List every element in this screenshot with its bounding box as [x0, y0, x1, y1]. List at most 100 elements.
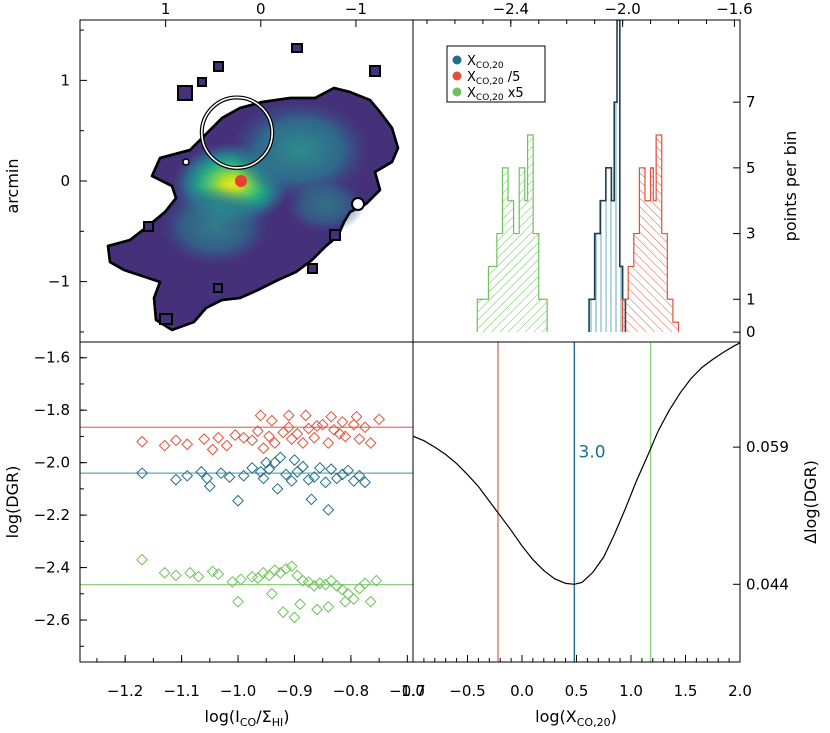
scatter-point — [333, 427, 346, 440]
emission-map-contour — [106, 86, 400, 332]
hist-bar — [628, 266, 634, 333]
map-island — [197, 77, 207, 87]
scatter-point — [215, 467, 228, 480]
curve-ylabel: Δlog(DGR) — [801, 460, 820, 544]
scatter-point — [353, 433, 366, 445]
scatter-point — [302, 576, 315, 588]
scatter-point — [257, 566, 270, 579]
scatter-point — [268, 437, 281, 449]
scatter-point — [271, 482, 284, 495]
map-island — [213, 283, 223, 293]
hist-right-tick-label: 3 — [746, 225, 756, 243]
scatter-point — [347, 475, 360, 487]
curve-xtick-label: −0.5 — [449, 682, 485, 700]
scatter-point — [350, 410, 363, 423]
hist-series-x5 — [476, 134, 548, 333]
scatter-point — [268, 564, 281, 577]
scatter-point — [319, 578, 332, 591]
scatter-point — [325, 410, 338, 423]
scatter-point — [373, 413, 386, 426]
scatter-point — [291, 465, 304, 478]
axis-ticks — [80, 20, 741, 662]
scatter-point — [299, 409, 312, 422]
scatter-point — [260, 456, 273, 469]
hist-bar — [611, 200, 615, 333]
emission-tertiary-region — [160, 186, 270, 266]
hist-bar — [488, 266, 497, 333]
map-top-tick-label: −1 — [345, 0, 367, 18]
scatter-point — [336, 416, 349, 428]
scatter-point — [291, 427, 304, 440]
hist-bar — [527, 135, 534, 333]
hist-bar — [589, 299, 595, 333]
scatter-point — [246, 434, 259, 447]
scatter-point — [322, 503, 335, 516]
map-island — [159, 313, 173, 325]
scatter-point — [285, 475, 298, 487]
scatter-point — [181, 469, 194, 482]
scatter-point — [308, 580, 321, 592]
hist-bar — [644, 200, 651, 333]
scatter-ylabel: log(DGR) — [3, 466, 22, 539]
hist-right-tick-label: 5 — [746, 159, 756, 177]
scatter-point — [198, 433, 211, 445]
scatter-point — [257, 442, 270, 455]
map-island — [329, 229, 341, 241]
scatter-point — [265, 414, 278, 427]
scatter-point — [297, 437, 309, 449]
hist-bar — [502, 167, 509, 333]
scatter-point — [136, 553, 148, 566]
scatter-ytick-label: −2.4 — [34, 559, 70, 577]
scatter-point — [232, 494, 244, 507]
scatter-point — [336, 583, 349, 596]
scatter-point — [229, 429, 242, 442]
hist-bar — [605, 167, 612, 333]
scatter-ytick-label: −1.6 — [34, 349, 70, 367]
scatter-point — [257, 472, 270, 485]
scatter-point — [336, 468, 349, 481]
scatter-ytick-label: −2.2 — [34, 506, 70, 524]
map-hole — [182, 158, 190, 166]
hist-bar — [656, 135, 662, 333]
scatter-point — [322, 601, 335, 613]
map-top-tick-label: 1 — [161, 0, 171, 18]
hist-series-base — [588, 20, 627, 333]
scatter-point — [206, 565, 219, 578]
aperture-circle — [199, 95, 275, 170]
hist-ylabel: points per bin — [781, 131, 800, 242]
scatter-point — [308, 431, 321, 444]
hist-top-tick-label: −1.6 — [716, 0, 752, 18]
scatter-point — [263, 430, 275, 443]
hist-right-tick-label: 0 — [746, 323, 756, 341]
hist-bar — [508, 200, 514, 333]
hist-outline — [622, 134, 680, 333]
scatter-point — [136, 435, 148, 448]
map-island — [307, 263, 318, 274]
aperture-circle-inner — [200, 96, 274, 169]
scatter-point — [277, 426, 290, 439]
map-ytick-label: 1 — [60, 71, 70, 89]
legend-marker — [452, 71, 462, 81]
scatter-point — [364, 437, 377, 449]
panel-frames — [79, 19, 741, 663]
scatter-xtick-label: −0.8 — [333, 682, 369, 700]
scatter-point — [319, 476, 332, 489]
hist-bar — [533, 233, 539, 333]
hist-outline — [588, 20, 627, 333]
hist-bar — [667, 299, 673, 333]
hist-bar — [538, 299, 548, 333]
emission-secondary-region — [230, 100, 370, 200]
map-panel — [106, 43, 400, 332]
scatter-point — [170, 473, 182, 486]
scatter-ytick-label: −2.0 — [34, 454, 70, 472]
hist-bar — [639, 167, 645, 333]
scatter-point — [370, 574, 383, 587]
hist-bar — [614, 102, 618, 333]
hist-bar — [600, 200, 606, 333]
scatter-point — [234, 573, 247, 586]
curve-xtick-label: 1.5 — [674, 682, 698, 700]
scatter-point — [277, 606, 290, 619]
scatter-point — [254, 409, 267, 422]
scatter-point — [282, 421, 295, 434]
